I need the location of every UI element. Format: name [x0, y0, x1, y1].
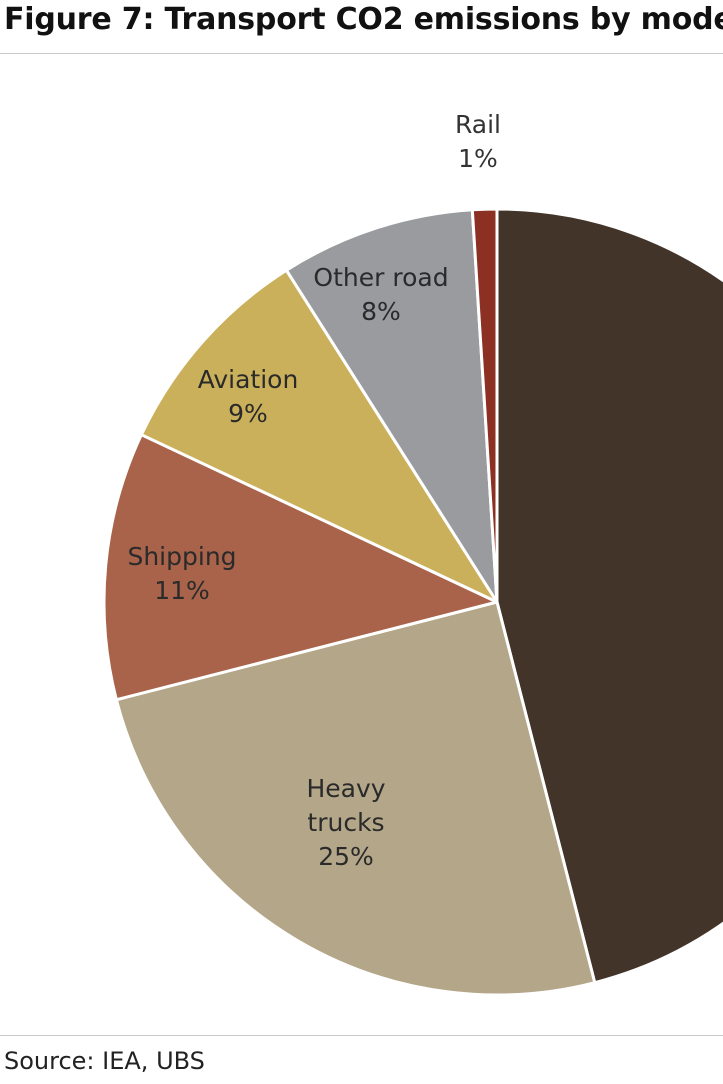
slice-value-label: 1%: [458, 144, 498, 173]
pie-slice-slice-0: [495, 207, 723, 985]
pie-slice-other-road: [284, 208, 499, 604]
chart-title: Figure 7: Transport CO2 emissions by mod…: [4, 2, 723, 37]
pie-slice-heavy-trucks: [114, 600, 597, 997]
slice-value-label: 9%: [228, 399, 268, 428]
slice-name-label: Rail: [455, 110, 501, 139]
slice-label-heavy-trucks: Heavy trucks 25%: [306, 774, 385, 871]
slice-value-label: 11%: [154, 576, 210, 605]
slice-label-aviation: Aviation 9%: [198, 365, 299, 428]
slice-name-label: Heavy: [306, 774, 385, 803]
top-divider: [0, 53, 723, 54]
pie-slices: [102, 207, 723, 997]
pie-labels: Heavy trucks 25% Shipping 11% Aviation 9% Other…: [127, 110, 501, 871]
pie-slice-aviation: [139, 268, 499, 604]
slice-value-label: 25%: [318, 842, 374, 871]
slice-name-label: Shipping: [127, 542, 236, 571]
slice-label-other-road: Other road 8%: [313, 263, 448, 326]
pie-slice-shipping: [102, 433, 499, 702]
slice-label-shipping: Shipping 11%: [127, 542, 236, 605]
slice-label-rail: Rail 1%: [455, 110, 501, 173]
slice-name-label: Other road: [313, 263, 448, 292]
slice-value-label: 8%: [361, 297, 401, 326]
pie-slice-rail: [470, 207, 499, 604]
source-note: Source: IEA, UBS: [4, 1047, 205, 1075]
bottom-divider: [0, 1035, 723, 1036]
slice-name-label: Aviation: [198, 365, 299, 394]
slice-name-label: trucks: [307, 808, 384, 837]
